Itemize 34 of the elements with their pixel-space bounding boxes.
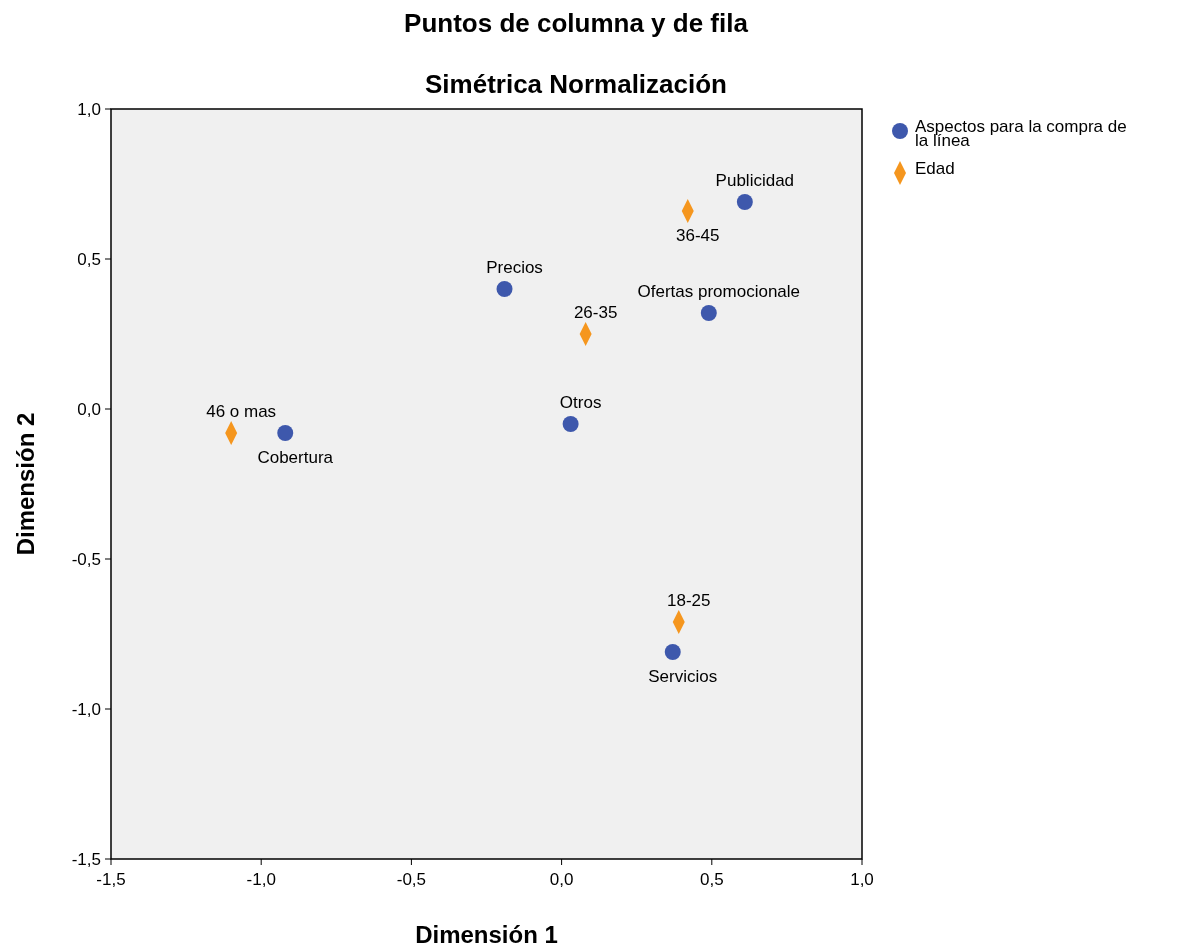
annotation: 18-25 — [667, 591, 711, 610]
chart-subtitle: Simétrica Normalización — [425, 69, 727, 99]
point — [664, 644, 681, 660]
y-tick-label: -1,0 — [71, 700, 101, 719]
annotation: Cobertura — [257, 448, 334, 467]
point — [736, 194, 753, 210]
y-tick-label: 1,0 — [77, 100, 101, 119]
annotation: 26-35 — [573, 303, 618, 322]
annotation: Publicidad — [715, 171, 795, 190]
y-tick-label: 0,5 — [77, 250, 101, 269]
y-axis-title: Dimensión 2 — [12, 412, 39, 556]
y-tick-label: -0,5 — [71, 550, 101, 569]
chart-title: Puntos de columna y de fila — [404, 8, 749, 38]
x-axis-title: Dimensión 1 — [415, 921, 558, 948]
x-tick-label: -1,5 — [96, 870, 126, 889]
annotation: Otros — [559, 393, 602, 412]
annotation: 46 o mas — [206, 402, 277, 421]
annotation: Ofertas promocionale — [637, 282, 801, 301]
x-tick-label: 1,0 — [850, 870, 874, 889]
x-tick-label: -0,5 — [396, 870, 427, 889]
y-tick-label: 0,0 — [77, 400, 101, 419]
annotation: Servicios — [648, 667, 718, 686]
point — [496, 281, 513, 297]
legend-label: Aspectos para la compra de la línea — [915, 117, 1127, 150]
annotation: 36-45 — [676, 226, 720, 245]
legend-label: Edad — [915, 159, 955, 178]
y-tick-label: -1,5 — [71, 850, 101, 869]
annotation: Precios — [486, 258, 543, 277]
point — [700, 305, 717, 321]
x-tick-label: -1,0 — [246, 870, 276, 889]
x-tick-label: 0,0 — [549, 870, 574, 889]
point — [277, 425, 294, 441]
x-tick-label: 0,5 — [699, 870, 724, 889]
point — [562, 416, 579, 432]
